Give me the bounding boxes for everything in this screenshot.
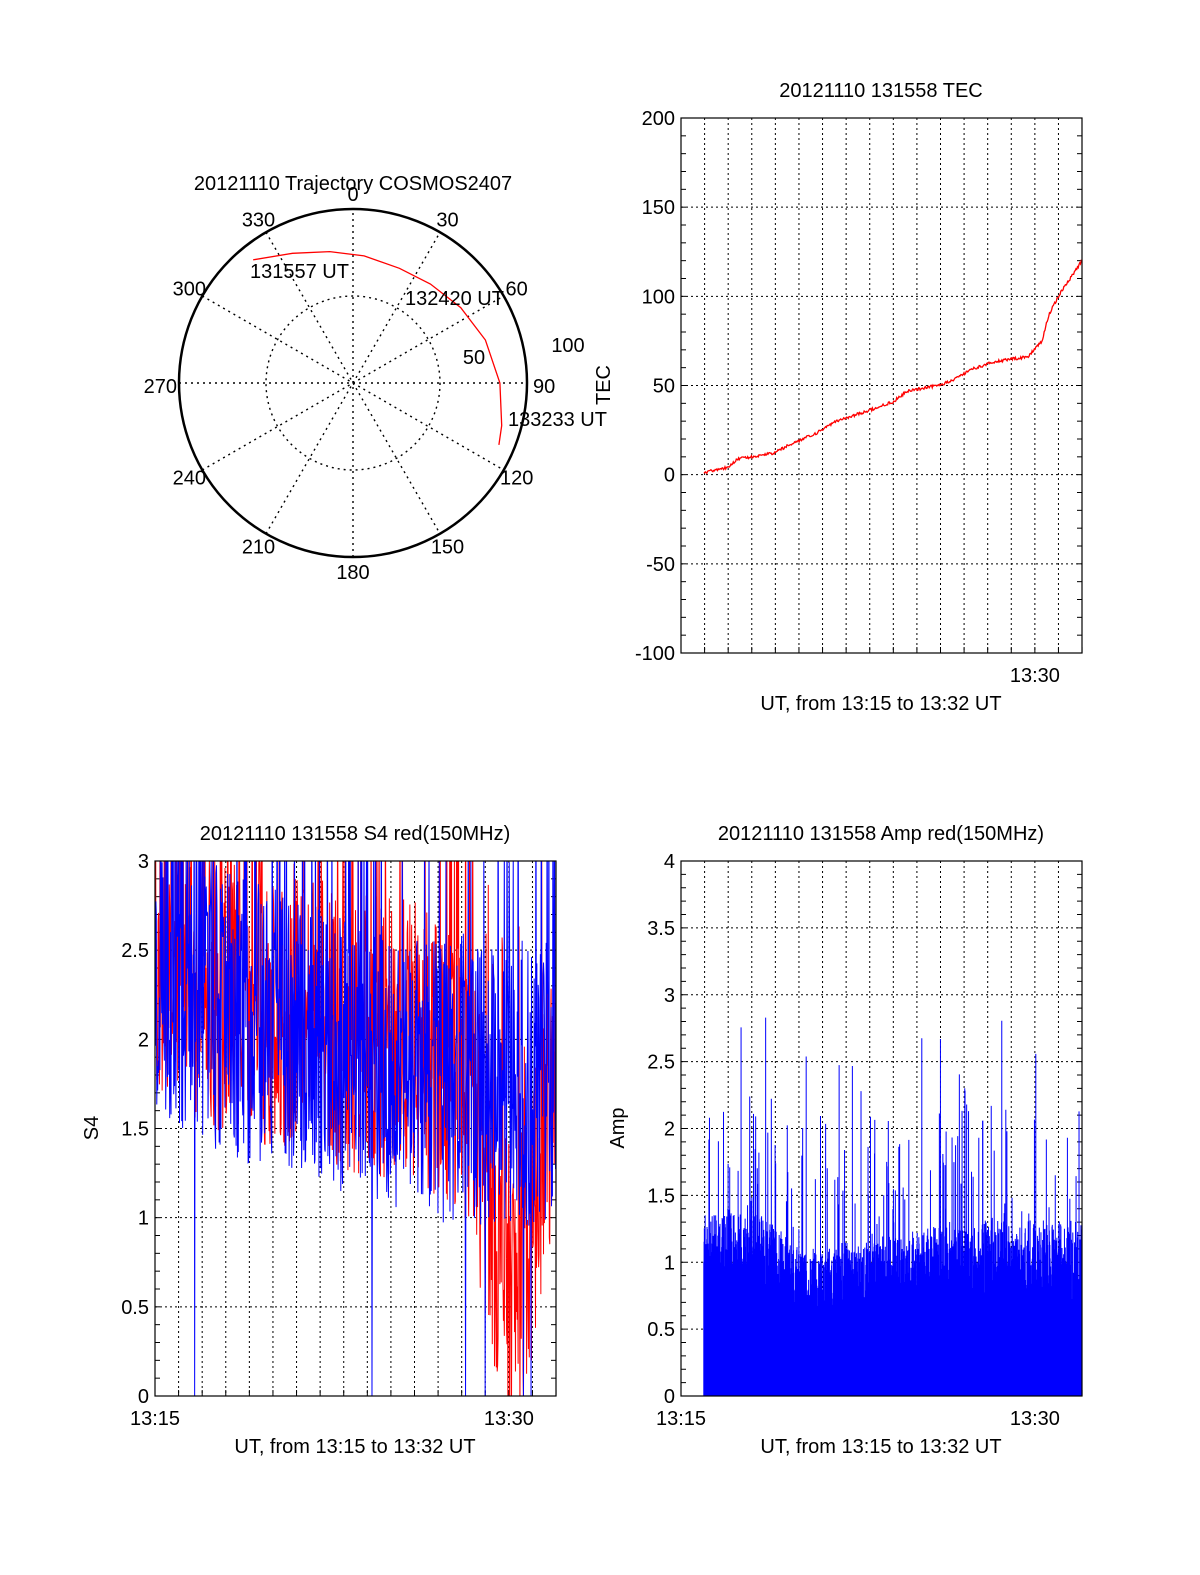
y-tick-label: 50 bbox=[653, 376, 675, 398]
y-tick-label: 2.5 bbox=[647, 1052, 675, 1074]
x-tick-label: 13:15 bbox=[656, 1408, 706, 1430]
amp-fill bbox=[703, 1322, 1082, 1396]
tec-title: 20121110 131558 TEC bbox=[779, 80, 983, 102]
polar-az-label-300: 300 bbox=[173, 279, 206, 301]
y-tick-label: 200 bbox=[642, 108, 675, 130]
y-tick-label: 0.5 bbox=[647, 1319, 675, 1341]
y-tick-label: 3.5 bbox=[647, 918, 675, 940]
trajectory-mid-label: 132420 UT bbox=[405, 288, 504, 310]
s4-xlabel: UT, from 13:15 to 13:32 UT bbox=[234, 1436, 475, 1458]
amp-frame bbox=[680, 860, 1083, 1397]
s4-tick-labels: 3 2.5 2 1.5 1 0.5 013:15 13:30 bbox=[121, 851, 534, 1430]
x-tick-label: 13:30 bbox=[1010, 665, 1060, 687]
tec-plot: 20121110 131558 TEC 200 150 100 50 0 -50 -100 1… bbox=[593, 80, 1083, 715]
s4-title: 20121110 131558 S4 red(150MHz) bbox=[200, 823, 511, 845]
amp-tick-labels: 4 3.5 3 2.5 2 1.5 1 0.5 013:15 13:30 bbox=[647, 851, 1060, 1430]
y-tick-label: 2.5 bbox=[121, 940, 149, 962]
s4-ylabel: S4 bbox=[81, 1116, 103, 1140]
polar-az-label-120: 120 bbox=[500, 468, 533, 490]
amp-plot: 20121110 131558 Amp red(150MHz) 4 3.5 3 2.5… bbox=[607, 823, 1083, 1458]
tec-ylabel: TEC bbox=[593, 365, 615, 405]
y-tick-label: 2 bbox=[138, 1029, 149, 1051]
y-tick-label: 0 bbox=[664, 465, 675, 487]
polar-azimuth-labels: 0 30 60 90 120 150 180 210 240 270 300 330 bbox=[144, 184, 556, 584]
s4-plot: 20121110 131558 S4 red(150MHz) 3 2.5 2 1.5 1… bbox=[81, 823, 557, 1458]
x-tick-label: 13:30 bbox=[484, 1408, 534, 1430]
y-tick-label: -50 bbox=[646, 554, 675, 576]
polar-az-label-270: 270 bbox=[144, 376, 177, 398]
x-tick-label: 13:30 bbox=[1010, 1408, 1060, 1430]
y-tick-label: 150 bbox=[642, 197, 675, 219]
y-tick-label: 0 bbox=[664, 1386, 675, 1408]
tec-grid bbox=[680, 117, 1083, 654]
y-tick-label: -100 bbox=[635, 643, 675, 665]
series-group bbox=[155, 861, 556, 1396]
trajectory-start-label: 131557 UT bbox=[250, 261, 349, 283]
y-tick-label: 1 bbox=[664, 1252, 675, 1274]
polar-az-label-90: 90 bbox=[533, 376, 555, 398]
amp-xlabel: UT, from 13:15 to 13:32 UT bbox=[760, 1436, 1001, 1458]
y-tick-label: 100 bbox=[642, 286, 675, 308]
trajectory-polar-plot: 20121110 Trajectory COSMOS2407 0 30 60 90 12… bbox=[144, 173, 607, 584]
polar-az-label-150: 150 bbox=[431, 537, 464, 559]
polar-ring-inner bbox=[265, 295, 441, 471]
y-tick-label: 1 bbox=[138, 1208, 149, 1230]
trajectory-line bbox=[253, 250, 503, 445]
y-tick-label: 3 bbox=[664, 985, 675, 1007]
polar-az-label-330: 330 bbox=[242, 209, 275, 231]
polar-az-label-30: 30 bbox=[436, 209, 458, 231]
y-tick-label: 1.5 bbox=[647, 1185, 675, 1207]
tec-series bbox=[703, 259, 1082, 475]
y-tick-label: 3 bbox=[138, 851, 149, 873]
s4-series bbox=[155, 861, 556, 1396]
polar-ring-label-100: 100 bbox=[551, 335, 584, 357]
amp-series bbox=[703, 1017, 1082, 1396]
polar-az-label-240: 240 bbox=[173, 468, 206, 490]
polar-az-label-60: 60 bbox=[506, 279, 528, 301]
x-tick-label: 13:15 bbox=[130, 1408, 180, 1430]
tec-tick-labels: 200 150 100 50 0 -50 -100 13:30 bbox=[635, 108, 1060, 687]
polar-ring-label-50: 50 bbox=[463, 347, 485, 369]
polar-az-label-180: 180 bbox=[336, 562, 369, 584]
y-tick-label: 4 bbox=[664, 851, 675, 873]
y-tick-label: 2 bbox=[664, 1119, 675, 1141]
amp-title: 20121110 131558 Amp red(150MHz) bbox=[718, 823, 1044, 845]
tec-xlabel: UT, from 13:15 to 13:32 UT bbox=[760, 693, 1001, 715]
series-group bbox=[703, 1017, 1082, 1396]
y-tick-label: 1.5 bbox=[121, 1119, 149, 1141]
s4-blue-line bbox=[155, 861, 556, 1396]
trajectory-end-label: 133233 UT bbox=[508, 409, 607, 431]
y-tick-label: 0 bbox=[138, 1386, 149, 1408]
polar-spoke-150 bbox=[265, 231, 441, 535]
y-tick-label: 0.5 bbox=[121, 1297, 149, 1319]
polar-az-label-210: 210 bbox=[242, 537, 275, 559]
polar-title: 20121110 Trajectory COSMOS2407 bbox=[194, 173, 512, 195]
s4-frame bbox=[154, 860, 557, 1397]
tec-frame bbox=[680, 117, 1083, 654]
polar-az-label-0: 0 bbox=[347, 184, 358, 206]
tec-line bbox=[703, 259, 1082, 475]
series-group bbox=[703, 259, 1082, 475]
amp-ylabel: Amp bbox=[607, 1107, 629, 1148]
polar-spokes bbox=[179, 209, 527, 557]
